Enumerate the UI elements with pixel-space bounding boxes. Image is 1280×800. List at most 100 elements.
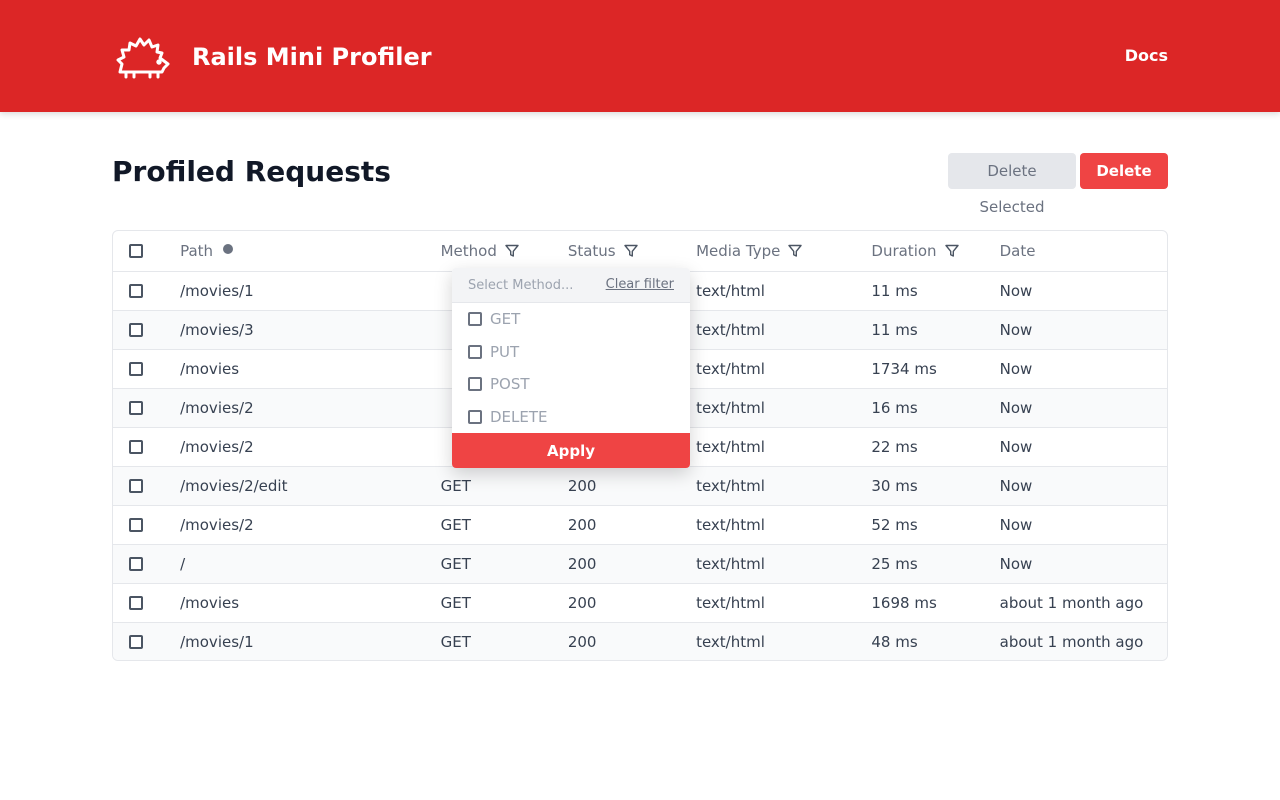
cell-date: Now	[999, 466, 1167, 506]
cell-duration: 22 ms	[871, 427, 1000, 467]
cell-path: /	[169, 544, 441, 584]
select-all-cell	[113, 231, 170, 272]
cell-method: GET	[440, 544, 568, 584]
method-option-label: DELETE	[490, 407, 548, 426]
cell-media-type: text/html	[696, 544, 872, 584]
cell-media-type: text/html	[696, 310, 872, 350]
cell-date: about 1 month ago	[999, 583, 1167, 623]
row-checkbox[interactable]	[129, 440, 143, 454]
table-header-row: Path Method Status Media Type Duration D…	[113, 231, 1167, 272]
method-filter-header: Clear filter	[452, 268, 690, 303]
cell-status: 200	[567, 622, 697, 660]
clear-filter-link[interactable]: Clear filter	[605, 277, 674, 292]
app-header: Rails Mini Profiler Docs	[0, 0, 1280, 112]
method-option-label: PUT	[490, 342, 520, 361]
apply-filter-button[interactable]: Apply	[452, 433, 690, 468]
row-checkbox[interactable]	[129, 557, 143, 571]
cell-media-type: text/html	[696, 622, 872, 660]
cell-media-type: text/html	[696, 271, 872, 311]
delete-selected-button[interactable]: Delete Selected	[948, 153, 1076, 216]
cell-date: Now	[999, 388, 1167, 428]
column-label-status: Status	[567, 241, 616, 260]
cell-media-type: text/html	[696, 505, 872, 545]
table-row[interactable]: / GET 200 text/html 25 ms Now	[113, 544, 1167, 584]
row-checkbox[interactable]	[129, 635, 143, 650]
cell-method: GET	[440, 505, 568, 545]
cell-date: Now	[999, 427, 1167, 467]
row-checkbox[interactable]	[129, 362, 143, 376]
method-option-checkbox[interactable]	[468, 312, 482, 327]
cell-duration: 11 ms	[871, 271, 1000, 311]
select-all-checkbox[interactable]	[129, 244, 143, 259]
row-checkbox[interactable]	[129, 479, 143, 493]
cell-method: GET	[440, 466, 568, 506]
table-row[interactable]: /movies/1 GET 200 text/html 48 ms about …	[113, 622, 1167, 660]
column-label-duration: Duration	[871, 241, 937, 260]
page-title: Profiled Requests	[112, 155, 391, 188]
column-header-media-type: Media Type	[696, 231, 872, 272]
cell-media-type: text/html	[696, 466, 872, 506]
cell-path: /movies/2	[169, 427, 441, 467]
cell-path: /movies/1	[169, 622, 441, 660]
row-checkbox[interactable]	[129, 401, 143, 415]
cell-date: Now	[999, 310, 1167, 350]
row-checkbox[interactable]	[129, 596, 143, 610]
cell-path: /movies/2	[169, 505, 441, 545]
method-search-input[interactable]	[452, 268, 602, 302]
cell-path: /movies/3	[169, 310, 441, 350]
cell-media-type: text/html	[696, 427, 872, 467]
docs-link[interactable]: Docs	[1124, 46, 1168, 65]
cell-media-type: text/html	[696, 388, 872, 428]
cell-path: /movies/2	[169, 388, 441, 428]
cell-status: 200	[567, 544, 697, 584]
cell-path: /movies	[169, 583, 441, 623]
table-row[interactable]: /movies/2/edit GET 200 text/html 30 ms N…	[113, 466, 1167, 506]
column-label-path: Path	[180, 241, 214, 260]
method-option-label: GET	[490, 310, 521, 329]
method-option-get[interactable]: GET	[452, 303, 690, 336]
column-header-duration: Duration	[871, 231, 1000, 272]
method-option-label: POST	[490, 375, 530, 394]
cell-path: /movies/1	[169, 271, 441, 311]
method-option-checkbox[interactable]	[468, 344, 482, 359]
app-brand[interactable]: Rails Mini Profiler	[192, 43, 432, 71]
filter-icon[interactable]	[944, 244, 959, 258]
row-checkbox[interactable]	[129, 323, 143, 337]
method-filter-dropdown: Clear filter GET PUT POST DELETE Apply	[452, 268, 690, 468]
row-checkbox[interactable]	[129, 284, 143, 298]
table-row[interactable]: /movies/2 GET 200 text/html 52 ms Now	[113, 505, 1167, 545]
filter-icon[interactable]	[623, 244, 638, 258]
requests-table: Path Method Status Media Type Duration D…	[112, 230, 1168, 661]
method-option-post[interactable]: POST	[452, 368, 690, 401]
cell-duration: 52 ms	[871, 505, 1000, 545]
cell-duration: 16 ms	[871, 388, 1000, 428]
cell-status: 200	[567, 505, 697, 545]
column-header-date: Date	[999, 231, 1167, 272]
column-header-method: Method	[440, 231, 568, 272]
filter-icon[interactable]	[505, 244, 519, 258]
method-option-checkbox[interactable]	[468, 377, 482, 392]
method-option-put[interactable]: PUT	[452, 336, 690, 369]
method-option-checkbox[interactable]	[468, 409, 482, 424]
cell-duration: 1698 ms	[871, 583, 1000, 623]
cell-method: GET	[440, 583, 568, 623]
column-header-path[interactable]: Path	[169, 231, 441, 272]
cell-duration: 1734 ms	[871, 349, 1000, 389]
cell-status: 200	[567, 583, 697, 623]
cell-path: /movies	[169, 349, 441, 389]
sort-indicator-icon[interactable]	[223, 244, 234, 255]
method-option-delete[interactable]: DELETE	[452, 401, 690, 434]
delete-all-button[interactable]: Delete All	[1080, 153, 1168, 216]
cell-duration: 25 ms	[871, 544, 1000, 584]
table-row[interactable]: /movies GET 200 text/html 1698 ms about …	[113, 583, 1167, 623]
cell-method: GET	[440, 622, 568, 660]
column-label-method: Method	[440, 241, 497, 260]
cell-date: Now	[999, 271, 1167, 311]
row-checkbox[interactable]	[129, 518, 143, 532]
filter-icon[interactable]	[788, 244, 803, 258]
cell-date: Now	[999, 349, 1167, 389]
cell-duration: 48 ms	[871, 622, 1000, 660]
cell-media-type: text/html	[696, 349, 872, 389]
hedgehog-icon[interactable]	[116, 36, 172, 80]
cell-duration: 30 ms	[871, 466, 1000, 506]
